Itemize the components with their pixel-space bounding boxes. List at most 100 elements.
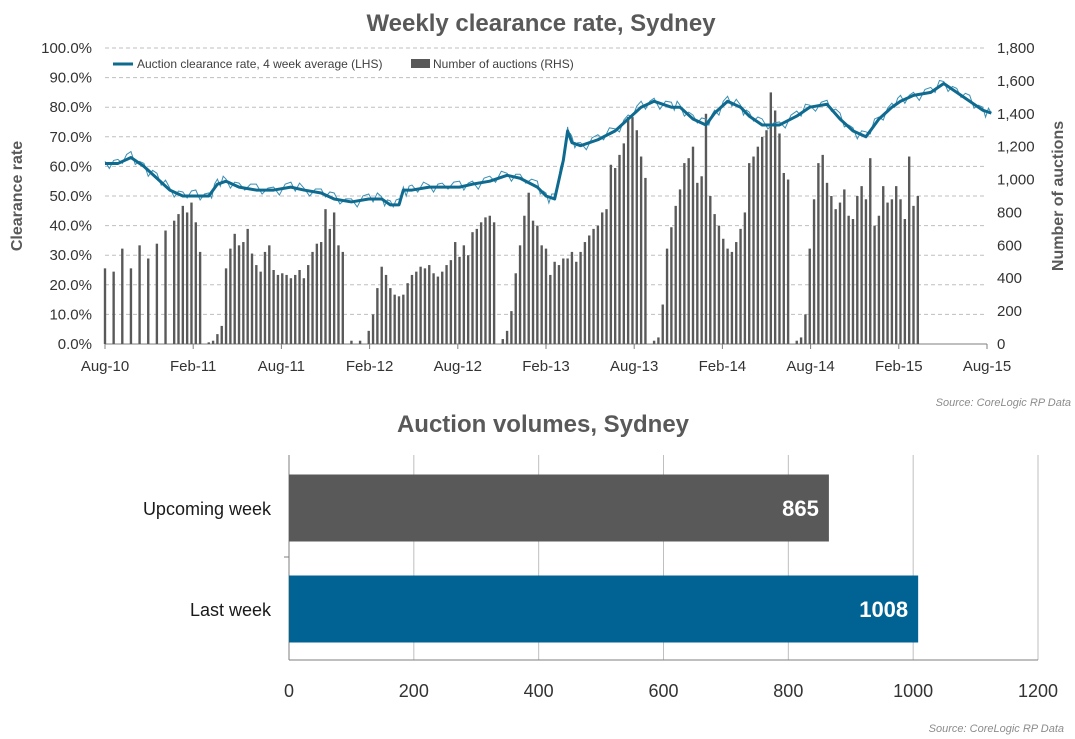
left-tick-label: 30.0% <box>49 247 92 264</box>
x-tick-label: Feb-14 <box>699 358 747 375</box>
volume-category-label: Last week <box>190 600 272 620</box>
auction-bar <box>786 179 790 344</box>
volumes-x-tick-label: 1200 <box>1018 681 1058 701</box>
auction-bar <box>743 212 747 344</box>
auction-bar <box>449 260 453 344</box>
legend-bar-swatch <box>411 59 430 68</box>
auction-bar <box>670 227 673 344</box>
auction-bar <box>328 228 332 344</box>
auction-bar <box>760 136 764 344</box>
auction-bar <box>302 278 306 344</box>
volumes-x-tick-label: 600 <box>648 681 678 701</box>
clearance-lines <box>104 79 992 209</box>
right-tick-label: 0 <box>997 336 1005 353</box>
volumes-x-axis-ticks: 0 200 400 600 800 1000 1200 <box>284 681 1058 701</box>
auction-bar <box>609 164 613 344</box>
x-tick-label: Aug-10 <box>81 358 129 375</box>
auction-bar <box>691 146 695 344</box>
auction-bar <box>419 266 422 344</box>
auction-bar <box>618 154 621 344</box>
auction-bar <box>402 294 405 344</box>
auction-bar <box>756 146 760 344</box>
x-tick-label: Aug-15 <box>963 358 1011 375</box>
auction-bar <box>622 143 626 344</box>
auction-bar <box>575 261 578 344</box>
auction-bar <box>406 283 409 344</box>
auction-bar <box>220 325 223 344</box>
x-tick-label: Feb-15 <box>875 358 923 375</box>
right-tick-label: 1,200 <box>997 139 1035 156</box>
x-tick-label: Aug-12 <box>434 358 482 375</box>
auction-bar <box>423 268 427 344</box>
right-tick-label: 600 <box>997 237 1022 254</box>
auction-bar <box>735 242 738 344</box>
left-tick-label: 70.0% <box>49 129 92 146</box>
auction-bar <box>536 225 539 344</box>
auction-bar <box>661 304 664 344</box>
volume-bar-label: 1008 <box>859 597 908 622</box>
left-tick-label: 90.0% <box>49 70 92 87</box>
auction-bar <box>851 219 855 344</box>
auction-bar <box>652 340 656 344</box>
auction-bar <box>246 228 249 344</box>
auction-bar <box>843 189 846 344</box>
right-axis-title: Number of auctions <box>1050 121 1067 271</box>
auction-bar <box>462 245 466 344</box>
auction-bar <box>198 251 202 344</box>
volume-bar <box>289 575 919 643</box>
auction-bar <box>752 156 755 344</box>
auction-bar <box>683 163 686 344</box>
auction-bar <box>458 256 461 344</box>
auction-bar <box>562 258 565 344</box>
auction-bar <box>190 202 193 344</box>
auction-bar <box>505 330 509 344</box>
left-tick-label: 20.0% <box>49 277 92 294</box>
right-tick-label: 200 <box>997 303 1022 320</box>
left-tick-label: 10.0% <box>49 306 92 323</box>
auction-bar <box>376 288 379 344</box>
right-tick-label: 1,600 <box>997 73 1035 90</box>
auction-bar <box>916 196 920 344</box>
auction-bar <box>164 230 167 344</box>
auction-bar <box>350 340 353 344</box>
auction-bar <box>873 225 876 344</box>
volumes-x-tick-label: 1000 <box>893 681 933 701</box>
auction-bar <box>722 238 725 344</box>
auction-bar <box>358 340 362 344</box>
auction-bar <box>579 251 582 344</box>
auction-bar <box>272 270 275 344</box>
auction-bar <box>557 265 561 344</box>
volume-bar-label: 865 <box>782 496 819 521</box>
auction-bar <box>341 251 344 344</box>
auction-bar <box>592 228 595 344</box>
auction-bar <box>882 186 885 344</box>
auction-bar <box>441 271 444 344</box>
auction-bar <box>890 199 894 344</box>
left-tick-label: 100.0% <box>41 40 92 57</box>
auction-bar <box>812 199 816 344</box>
auction-bar <box>337 245 340 344</box>
auction-bar <box>454 242 457 344</box>
volumes-x-tick-label: 200 <box>399 681 429 701</box>
auction-bar <box>147 258 150 344</box>
auction-bar <box>237 245 241 344</box>
auction-bar <box>544 248 548 344</box>
auction-bar <box>224 268 228 344</box>
auction-bar <box>155 243 159 344</box>
auction-bar <box>471 232 474 344</box>
auction-bar <box>466 255 470 344</box>
auction-bar <box>194 222 197 344</box>
auction-bar <box>869 158 872 344</box>
auction-bar <box>566 258 569 344</box>
auction-bar <box>177 214 180 344</box>
auction-bar <box>389 288 392 344</box>
auction-bar <box>644 177 647 344</box>
x-tick-label: Feb-13 <box>522 358 570 375</box>
auction-bar <box>748 163 751 344</box>
right-tick-label: 1,000 <box>997 172 1035 189</box>
clearance-avg-line <box>105 82 992 207</box>
auction-bar <box>492 222 496 344</box>
auction-bar <box>428 265 431 344</box>
auction-bar <box>678 189 682 344</box>
auction-bar <box>315 243 319 344</box>
